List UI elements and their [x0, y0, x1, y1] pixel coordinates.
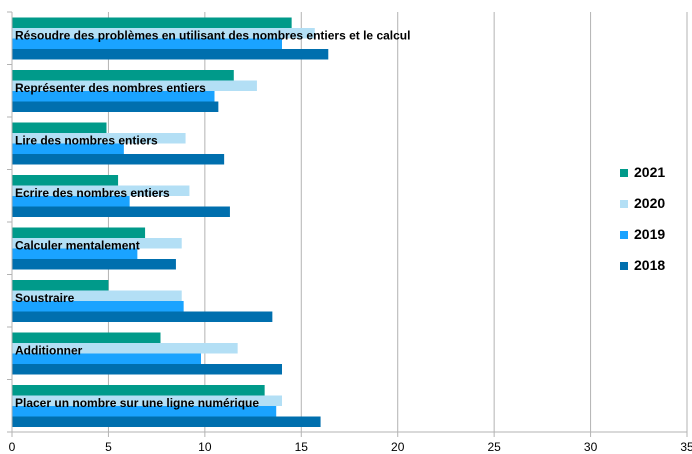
category-label: Calculer mentalement — [15, 239, 140, 253]
bar-2019 — [12, 38, 282, 49]
legend-label-2021: 2021 — [634, 164, 665, 180]
category-label: Représenter des nombres entiers — [15, 81, 206, 95]
axes: 0 5 10 15 20 25 30 35 — [7, 11, 692, 454]
legend-label-2019: 2019 — [634, 226, 665, 242]
bar-2018 — [12, 49, 329, 60]
x-tick-label: 0 — [9, 440, 16, 454]
legend: 2021 2020 2019 2018 — [620, 164, 665, 273]
x-tick-label: 10 — [198, 440, 212, 454]
x-tick-label: 30 — [584, 440, 598, 454]
bar-2018 — [12, 206, 230, 217]
category-label: Ecrire des nombres entiers — [15, 186, 170, 200]
bar-2019 — [12, 196, 130, 207]
bar-2021 — [12, 175, 119, 186]
bar-2021 — [12, 70, 234, 81]
bar-2018 — [12, 101, 219, 112]
bar-2021 — [12, 385, 265, 396]
category-label: Soustraire — [15, 291, 75, 305]
category-label: Placer un nombre sur une ligne numérique — [15, 396, 259, 410]
bar-2019 — [12, 353, 201, 364]
x-tick-label: 20 — [391, 440, 405, 454]
legend-swatch-2018 — [620, 262, 628, 270]
x-tick-label: 25 — [487, 440, 501, 454]
bar-2021 — [12, 122, 107, 133]
x-tick-label: 5 — [105, 440, 112, 454]
bar-2018 — [12, 154, 225, 165]
bar-2019 — [12, 248, 138, 259]
category-label: Résoudre des problèmes en utilisant des … — [15, 29, 410, 43]
bar-2018 — [12, 259, 176, 270]
legend-swatch-2021 — [620, 169, 628, 177]
category-labels: Résoudre des problèmes en utilisant des … — [15, 29, 410, 411]
bar-2019 — [12, 91, 215, 102]
bar-2020 — [12, 290, 182, 301]
bar-2018 — [12, 416, 321, 427]
bar-2020 — [12, 395, 282, 406]
bar-2020 — [12, 133, 186, 144]
bar-2020 — [12, 80, 257, 91]
bar-2018 — [12, 364, 282, 375]
bar-2021 — [12, 17, 292, 28]
bar-2021 — [12, 227, 146, 238]
category-label: Lire des nombres entiers — [15, 134, 158, 148]
legend-swatch-2019 — [620, 231, 628, 239]
bar-2019 — [12, 143, 124, 154]
x-tick-label: 15 — [295, 440, 309, 454]
legend-label-2020: 2020 — [634, 195, 665, 211]
bar-2020 — [12, 185, 190, 196]
bar-2020 — [12, 343, 238, 354]
bar-2018 — [12, 311, 273, 322]
bar-2020 — [12, 28, 315, 39]
category-label: Additionner — [15, 344, 83, 358]
bars — [12, 17, 329, 427]
legend-label-2018: 2018 — [634, 257, 665, 273]
bar-2021 — [12, 332, 161, 343]
bar-2021 — [12, 280, 109, 291]
bar-2019 — [12, 406, 277, 417]
bar-2019 — [12, 301, 184, 312]
bar-2020 — [12, 238, 182, 249]
legend-swatch-2020 — [620, 200, 628, 208]
x-tick-label: 35 — [680, 440, 692, 454]
